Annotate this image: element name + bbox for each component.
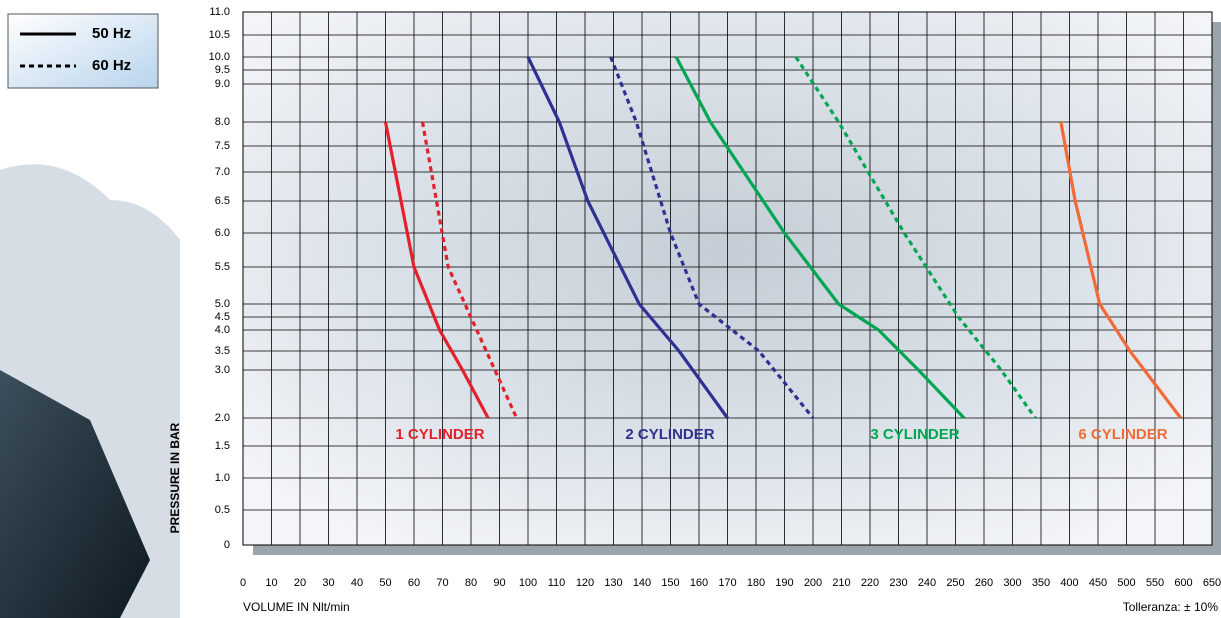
x-tick-label: 50 bbox=[379, 577, 391, 589]
y-axis-title: PRESSURE IN BAR bbox=[168, 422, 182, 533]
y-tick-label: 9.0 bbox=[215, 78, 230, 90]
x-tick-label: 500 bbox=[1117, 577, 1135, 589]
y-tick-label: 1.5 bbox=[215, 440, 230, 452]
y-tick-label: 9.5 bbox=[215, 64, 230, 76]
legend-label: 60 Hz bbox=[92, 57, 131, 74]
x-tick-label: 210 bbox=[832, 577, 850, 589]
x-tick-label: 350 bbox=[1032, 577, 1050, 589]
y-tick-label: 7.5 bbox=[215, 140, 230, 152]
tolerance-note: Tolleranza: ± 10% bbox=[1123, 600, 1219, 614]
x-tick-label: 400 bbox=[1060, 577, 1078, 589]
curve-label: 6 CYLINDER bbox=[1078, 426, 1167, 443]
y-tick-label: 11.0 bbox=[209, 6, 230, 18]
y-tick-label: 1.0 bbox=[215, 472, 230, 484]
x-tick-label: 300 bbox=[1003, 577, 1021, 589]
x-tick-label: 160 bbox=[690, 577, 708, 589]
curve-label: 3 CYLINDER bbox=[870, 426, 959, 443]
y-tick-label: 3.5 bbox=[215, 345, 230, 357]
x-axis-title: VOLUME IN Nlt/min bbox=[243, 600, 350, 614]
y-tick-label: 4.5 bbox=[215, 311, 230, 323]
curve-label: 1 CYLINDER bbox=[395, 426, 484, 443]
x-tick-label: 200 bbox=[804, 577, 822, 589]
x-tick-label: 260 bbox=[975, 577, 993, 589]
curve bbox=[383, 121, 490, 419]
y-tick-label: 10.0 bbox=[209, 51, 230, 63]
curve-label: 2 CYLINDER bbox=[625, 426, 714, 443]
curve bbox=[526, 56, 729, 419]
x-tick-label: 0 bbox=[240, 577, 246, 589]
x-tick-label: 650 bbox=[1203, 577, 1221, 589]
x-tick-label: 250 bbox=[946, 577, 964, 589]
x-tick-label: 30 bbox=[322, 577, 334, 589]
x-tick-label: 130 bbox=[604, 577, 622, 589]
y-tick-label: 5.5 bbox=[215, 261, 230, 273]
x-tick-label: 600 bbox=[1174, 577, 1192, 589]
curve bbox=[1059, 121, 1182, 419]
x-tick-label: 10 bbox=[265, 577, 277, 589]
marks bbox=[383, 56, 1182, 420]
y-tick-label: 5.0 bbox=[215, 298, 230, 310]
y-tick-label: 6.0 bbox=[215, 227, 230, 239]
y-tick-label: 7.0 bbox=[215, 166, 230, 178]
y-tick-label: 10.5 bbox=[209, 29, 230, 41]
x-tick-label: 110 bbox=[548, 577, 566, 589]
y-tick-label: 0.5 bbox=[215, 504, 230, 516]
legend bbox=[7, 13, 159, 89]
x-tick-label: 150 bbox=[661, 577, 679, 589]
x-tick-label: 100 bbox=[519, 577, 537, 589]
x-tick-label: 40 bbox=[351, 577, 363, 589]
y-tick-label: 2.0 bbox=[215, 412, 230, 424]
curve bbox=[794, 56, 1037, 419]
x-tick-label: 90 bbox=[493, 577, 505, 589]
x-tick-label: 80 bbox=[465, 577, 477, 589]
y-tick-label: 8.0 bbox=[215, 116, 230, 128]
x-tick-label: 170 bbox=[718, 577, 736, 589]
x-tick-label: 550 bbox=[1146, 577, 1164, 589]
x-tick-label: 70 bbox=[436, 577, 448, 589]
pump-decoration bbox=[0, 370, 150, 618]
x-tick-label: 230 bbox=[889, 577, 907, 589]
curve bbox=[674, 56, 966, 420]
x-tick-label: 220 bbox=[861, 577, 879, 589]
x-tick-label: 450 bbox=[1089, 577, 1107, 589]
x-tick-label: 140 bbox=[633, 577, 651, 589]
x-tick-label: 190 bbox=[775, 577, 793, 589]
x-tick-label: 120 bbox=[576, 577, 594, 589]
x-tick-label: 240 bbox=[918, 577, 936, 589]
grid bbox=[242, 11, 1213, 546]
curve bbox=[420, 121, 519, 419]
legend-label: 50 Hz bbox=[92, 25, 131, 42]
y-tick-label: 6.5 bbox=[215, 195, 230, 207]
y-tick-label: 3.0 bbox=[215, 364, 230, 376]
curve bbox=[609, 56, 815, 420]
x-tick-label: 180 bbox=[747, 577, 765, 589]
x-tick-label: 60 bbox=[408, 577, 420, 589]
y-tick-label: 0 bbox=[224, 539, 230, 551]
y-tick-label: 4.0 bbox=[215, 324, 230, 336]
x-tick-label: 20 bbox=[294, 577, 306, 589]
